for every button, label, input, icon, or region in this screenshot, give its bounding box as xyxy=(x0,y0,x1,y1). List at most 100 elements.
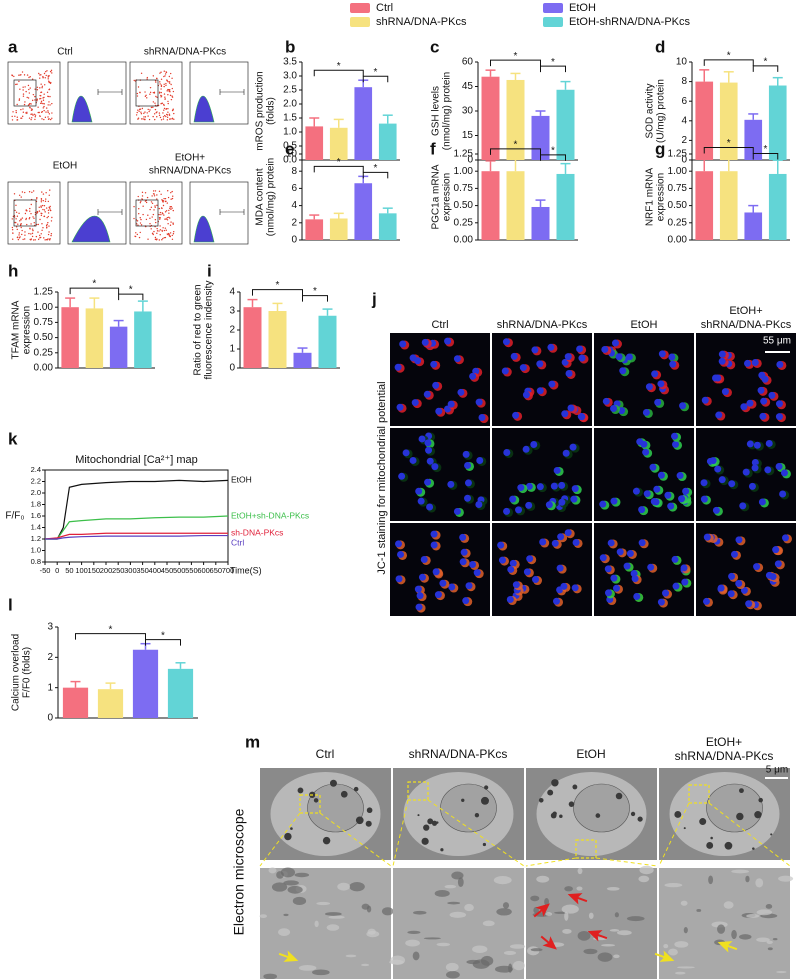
x-axis-label: Time(S) xyxy=(230,565,262,575)
zoom-box xyxy=(407,781,429,801)
scatter-dot xyxy=(40,199,43,201)
y-tick-label: 0.5 xyxy=(283,141,297,152)
scatter-dot xyxy=(139,222,142,224)
nucleus xyxy=(409,456,417,464)
scatter-dot xyxy=(166,219,169,221)
scatter-dot xyxy=(160,91,162,94)
scatter-dot xyxy=(47,215,49,218)
scatter-dot xyxy=(37,238,40,241)
scatter-dot xyxy=(49,208,51,210)
scatter-dot xyxy=(29,106,31,109)
nucleus xyxy=(751,358,759,366)
bar xyxy=(506,171,525,240)
y-tick-label: 3 xyxy=(229,306,235,317)
scatter-dot xyxy=(18,74,20,76)
texture xyxy=(457,877,464,888)
scatter-dot xyxy=(48,194,50,197)
organelle xyxy=(547,789,554,796)
texture xyxy=(509,944,526,949)
scatter-dot xyxy=(28,92,31,94)
nucleus xyxy=(440,783,497,833)
texture xyxy=(412,951,420,961)
scatter-dot xyxy=(29,207,31,210)
nucleus xyxy=(417,497,425,505)
scatter-dot xyxy=(36,198,38,200)
nucleus xyxy=(610,497,618,505)
nucleus xyxy=(638,539,646,547)
scatter-dot xyxy=(13,75,15,78)
scatter-dot xyxy=(165,210,168,212)
texture xyxy=(739,934,752,940)
panel-letter: c xyxy=(430,37,439,56)
significance-label: * xyxy=(109,624,113,635)
y-tick-label: 1 xyxy=(47,682,53,693)
histogram-image xyxy=(67,61,127,125)
scatter-dot xyxy=(152,75,155,77)
nucleus xyxy=(507,565,515,573)
scatter-dot xyxy=(155,95,157,98)
legend-swatch xyxy=(543,3,563,13)
scatter-dot xyxy=(22,238,24,241)
x-tick-label: 200 xyxy=(100,566,113,575)
scatter-dot xyxy=(145,201,148,204)
texture xyxy=(283,880,299,886)
scatter-dot xyxy=(48,80,50,82)
nucleus xyxy=(769,573,777,581)
scatter-dot xyxy=(44,77,46,79)
bar xyxy=(61,307,79,368)
scatter-dot xyxy=(37,231,39,233)
bar xyxy=(329,218,348,240)
organelle xyxy=(674,810,682,818)
nucleus xyxy=(423,390,431,398)
bar xyxy=(329,127,348,160)
nucleus xyxy=(745,600,753,608)
scatter-dot xyxy=(137,195,139,198)
scatter-dot xyxy=(136,92,139,95)
scatter-dot xyxy=(22,93,25,95)
significance-bracket xyxy=(362,75,389,83)
y-tick-label: 10 xyxy=(286,149,298,160)
scatter-dot xyxy=(167,108,169,110)
organelle xyxy=(322,836,331,845)
scatter-dot xyxy=(160,119,163,121)
scatter-dot xyxy=(167,102,169,105)
texture xyxy=(755,878,764,888)
organelle xyxy=(538,797,544,803)
scatter-dot xyxy=(153,230,155,233)
texture xyxy=(316,901,331,906)
scatter-dot xyxy=(166,79,168,81)
scatter-dot xyxy=(144,116,147,118)
bar xyxy=(132,649,159,718)
significance-label: * xyxy=(313,286,317,297)
scatter-dot xyxy=(18,98,21,100)
bar xyxy=(97,689,124,718)
texture xyxy=(405,939,420,947)
scatter-dot xyxy=(43,205,46,207)
nucleus xyxy=(432,381,440,389)
significance-label: * xyxy=(727,138,731,149)
zoom-box xyxy=(299,794,321,814)
texture xyxy=(407,930,421,934)
bar xyxy=(85,308,104,368)
arrow xyxy=(533,903,550,918)
texture xyxy=(451,871,464,880)
scatter-dot xyxy=(145,218,148,221)
scatter-dot xyxy=(30,223,32,225)
organelle xyxy=(630,811,636,817)
nucleus xyxy=(570,495,578,503)
scatter-dot xyxy=(34,118,36,121)
y-tick-label: 4 xyxy=(681,115,687,126)
histogram-peak xyxy=(71,215,111,243)
scatter-dot xyxy=(50,233,53,235)
scatter-dot xyxy=(42,208,44,211)
nucleus xyxy=(740,403,748,411)
scatter-dot xyxy=(150,206,153,209)
scatter-dot xyxy=(41,85,44,88)
nucleus xyxy=(678,495,686,503)
nucleus xyxy=(469,372,477,380)
texture xyxy=(564,886,573,892)
nucleus xyxy=(503,448,511,456)
scatter-dot xyxy=(154,118,156,121)
scatter-dot xyxy=(171,95,173,97)
texture xyxy=(502,902,510,909)
